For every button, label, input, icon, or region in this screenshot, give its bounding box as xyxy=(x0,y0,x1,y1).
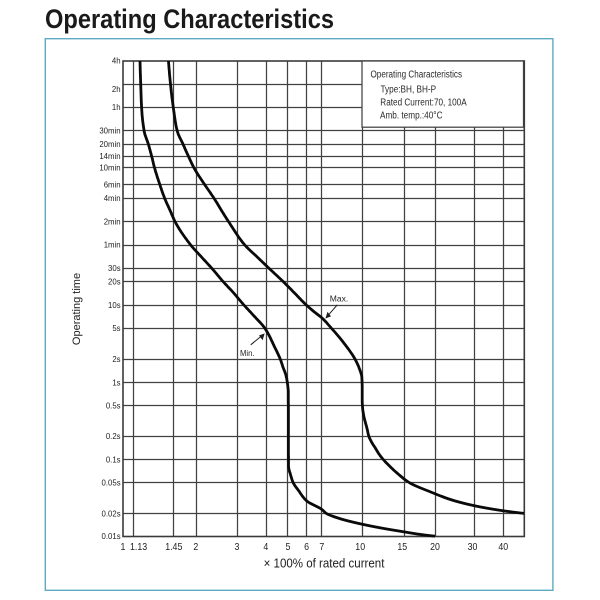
svg-text:4: 4 xyxy=(263,542,268,553)
svg-text:2s: 2s xyxy=(112,355,120,364)
svg-text:15: 15 xyxy=(397,542,407,553)
svg-text:0.05s: 0.05s xyxy=(102,479,121,488)
svg-text:4min: 4min xyxy=(104,194,121,203)
svg-text:6min: 6min xyxy=(104,181,121,190)
svg-text:10s: 10s xyxy=(108,301,121,310)
svg-text:3: 3 xyxy=(235,542,240,553)
svg-text:40: 40 xyxy=(498,542,508,553)
svg-text:2: 2 xyxy=(193,542,198,553)
svg-text:1.13: 1.13 xyxy=(130,542,147,553)
svg-text:0.1s: 0.1s xyxy=(106,455,121,464)
svg-text:5s: 5s xyxy=(112,324,120,333)
svg-text:Operating Characteristics: Operating Characteristics xyxy=(371,70,463,81)
svg-text:× 100% of rated current: × 100% of rated current xyxy=(264,556,385,570)
svg-text:Max.: Max. xyxy=(330,293,349,303)
svg-text:20s: 20s xyxy=(108,278,121,287)
svg-text:Type:BH, BH-P: Type:BH, BH-P xyxy=(381,84,437,95)
svg-text:2h: 2h xyxy=(112,85,121,94)
svg-text:Operating Characteristics: Operating Characteristics xyxy=(45,4,334,34)
svg-text:Operating time: Operating time xyxy=(71,273,83,345)
svg-text:7: 7 xyxy=(319,542,324,553)
svg-text:30: 30 xyxy=(468,542,478,553)
svg-text:5: 5 xyxy=(286,542,291,553)
svg-text:30min: 30min xyxy=(99,127,120,136)
svg-text:20: 20 xyxy=(430,542,440,553)
svg-text:1.45: 1.45 xyxy=(165,542,182,553)
svg-text:14min: 14min xyxy=(99,152,120,161)
svg-text:6: 6 xyxy=(304,542,309,553)
svg-text:30s: 30s xyxy=(108,264,121,273)
svg-text:2min: 2min xyxy=(104,217,121,226)
svg-text:1s: 1s xyxy=(112,379,120,388)
svg-text:1: 1 xyxy=(120,542,125,553)
svg-text:0.02s: 0.02s xyxy=(102,509,121,518)
svg-text:10min: 10min xyxy=(99,163,120,172)
svg-text:0.2s: 0.2s xyxy=(106,432,121,441)
svg-text:4h: 4h xyxy=(112,57,121,66)
svg-text:Rated Current:70, 100A: Rated Current:70, 100A xyxy=(380,98,467,109)
svg-text:1h: 1h xyxy=(112,103,121,112)
svg-text:10: 10 xyxy=(355,542,365,553)
svg-text:1min: 1min xyxy=(104,241,121,250)
svg-text:0.01s: 0.01s xyxy=(102,532,121,541)
svg-text:Min.: Min. xyxy=(240,348,255,358)
svg-text:20min: 20min xyxy=(99,140,120,149)
svg-text:Amb. temp.:40°C: Amb. temp.:40°C xyxy=(380,110,443,121)
svg-text:0.5s: 0.5s xyxy=(106,401,121,410)
